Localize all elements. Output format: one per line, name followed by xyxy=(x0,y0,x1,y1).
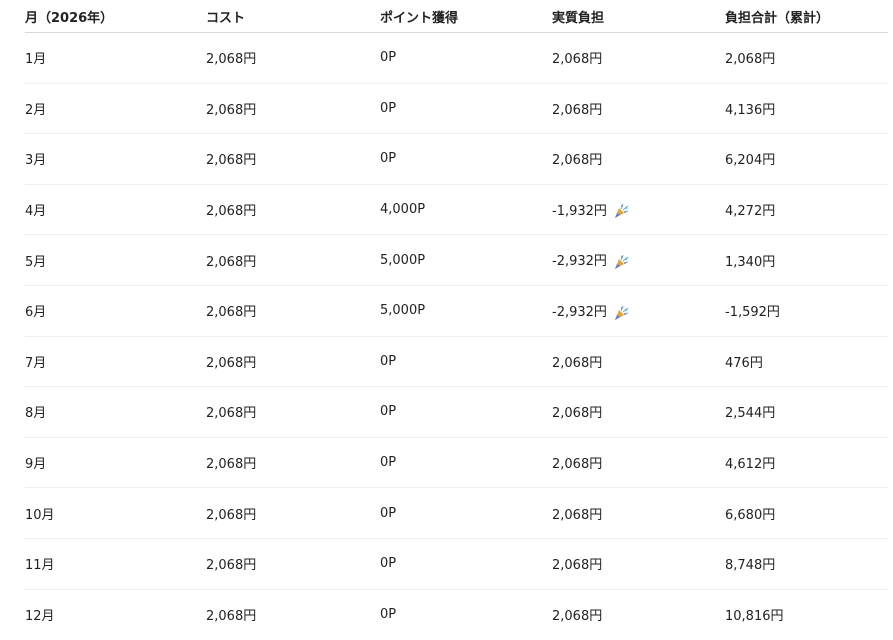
party-popper-icon xyxy=(613,305,629,321)
cell-cost: 2,068円 xyxy=(206,32,380,84)
cell-total: 6,204円 xyxy=(725,133,888,185)
table-row: 2月 2,068円 0P 2,068円 4,136円 xyxy=(25,83,888,135)
cell-total: -1,592円 xyxy=(725,285,888,337)
cell-points: 0P xyxy=(380,606,397,622)
table-row: 8月 2,068円 0P 2,068円 2,544円 xyxy=(25,386,888,438)
cell-total: 4,272円 xyxy=(725,184,888,236)
header-cost: コスト xyxy=(206,0,380,33)
table-row: 4月 2,068円 4,000P -1,932円 4,272円 xyxy=(25,184,888,236)
table-row: 6月 2,068円 5,000P -2,932円 -1,592円 xyxy=(25,285,888,337)
net-value: 2,068円 xyxy=(552,355,603,371)
net-value: 2,068円 xyxy=(552,507,603,523)
table-row: 3月 2,068円 0P 2,068円 6,204円 xyxy=(25,133,888,185)
table-header-row: 月（2026年） コスト ポイント獲得 実質負担 負担合計（累計） xyxy=(25,0,888,33)
cell-net: 2,068円 xyxy=(552,589,725,639)
cell-total: 2,544円 xyxy=(725,386,888,438)
net-value: 2,068円 xyxy=(552,102,603,118)
cell-cost: 2,068円 xyxy=(206,386,380,438)
header-points: ポイント獲得 xyxy=(380,0,552,33)
cell-month: 11月 xyxy=(25,538,206,590)
cell-month: 12月 xyxy=(25,608,55,624)
net-value: -2,932円 xyxy=(552,254,607,270)
net-value: 2,068円 xyxy=(552,608,603,624)
cell-month: 1月 xyxy=(25,32,206,84)
cell-cost: 2,068円 xyxy=(206,437,380,489)
cell-cost: 2,068円 xyxy=(206,184,380,236)
cell-net: 2,068円 xyxy=(552,386,725,438)
cell-points: 0P xyxy=(380,386,552,438)
net-value: 2,068円 xyxy=(552,558,603,574)
net-value: 2,068円 xyxy=(552,406,603,422)
cell-net: -1,932円 xyxy=(552,184,725,236)
cell-month: 7月 xyxy=(25,336,206,388)
table-row: 7月 2,068円 0P 2,068円 476円 xyxy=(25,336,888,388)
net-value: -2,932円 xyxy=(552,305,607,321)
cell-net: 2,068円 xyxy=(552,83,725,135)
cell-points: 0P xyxy=(380,336,552,388)
table-row: 9月 2,068円 0P 2,068円 4,612円 xyxy=(25,437,888,489)
cell-cost: 2,068円 xyxy=(206,83,380,135)
cell-net: 2,068円 xyxy=(552,336,725,388)
net-value: -1,932円 xyxy=(552,203,607,219)
header-net: 実質負担 xyxy=(552,0,725,33)
cell-month: 9月 xyxy=(25,437,206,489)
cell-cost: 2,068円 xyxy=(206,285,380,337)
net-value: 2,068円 xyxy=(552,457,603,473)
cell-points: 5,000P xyxy=(380,285,552,337)
table-row: 5月 2,068円 5,000P -2,932円 1,340円 xyxy=(25,234,888,286)
cell-total: 476円 xyxy=(725,336,888,388)
cell-cost: 2,068円 xyxy=(206,234,380,286)
cell-points: 4,000P xyxy=(380,184,552,236)
cell-points: 5,000P xyxy=(380,234,552,286)
cell-points: 0P xyxy=(380,32,552,84)
cell-total: 2,068円 xyxy=(725,32,888,84)
cell-net: -2,932円 xyxy=(552,285,725,337)
header-total: 負担合計（累計） xyxy=(725,0,888,33)
cell-points: 0P xyxy=(380,83,552,135)
cell-net: 2,068円 xyxy=(552,538,725,590)
cell-month: 3月 xyxy=(25,133,206,185)
cell-net: 2,068円 xyxy=(552,487,725,539)
cell-month: 2月 xyxy=(25,83,206,135)
cell-points: 0P xyxy=(380,437,552,489)
cell-cost: 2,068円 xyxy=(206,487,380,539)
cell-net: 2,068円 xyxy=(552,32,725,84)
cell-net: 2,068円 xyxy=(552,133,725,185)
cell-points: 0P xyxy=(380,133,552,185)
cell-total: 10,816円 xyxy=(725,608,784,624)
table-row: 11月 2,068円 0P 2,068円 8,748円 xyxy=(25,538,888,590)
cell-points: 0P xyxy=(380,538,552,590)
cell-points: 0P xyxy=(380,487,552,539)
cell-total: 4,136円 xyxy=(725,83,888,135)
cell-total: 8,748円 xyxy=(725,538,888,590)
table-row: 1月 2,068円 0P 2,068円 2,068円 xyxy=(25,32,888,84)
cell-net: -2,932円 xyxy=(552,234,725,286)
cell-total: 4,612円 xyxy=(725,437,888,489)
cell-month: 6月 xyxy=(25,285,206,337)
party-popper-icon xyxy=(613,254,629,270)
cell-month: 5月 xyxy=(25,234,206,286)
header-month: 月（2026年） xyxy=(25,0,206,33)
cell-cost: 2,068円 xyxy=(206,538,380,590)
net-value: 2,068円 xyxy=(552,153,603,169)
cell-total: 6,680円 xyxy=(725,487,888,539)
cell-month: 4月 xyxy=(25,184,206,236)
net-value: 2,068円 xyxy=(552,52,603,68)
cell-net: 2,068円 xyxy=(552,437,725,489)
monthly-cost-table: 月（2026年） コスト ポイント獲得 実質負担 負担合計（累計） 1月 2,06… xyxy=(25,0,888,639)
cell-month: 8月 xyxy=(25,386,206,438)
table-row: 12月 2,068円 0P 2,068円 10,816円 xyxy=(25,589,888,639)
table-row: 10月 2,068円 0P 2,068円 6,680円 xyxy=(25,487,888,539)
cell-total: 1,340円 xyxy=(725,234,888,286)
cell-cost: 2,068円 xyxy=(206,608,257,624)
cell-cost: 2,068円 xyxy=(206,133,380,185)
cell-cost: 2,068円 xyxy=(206,336,380,388)
cell-month: 10月 xyxy=(25,487,206,539)
party-popper-icon xyxy=(613,203,629,219)
